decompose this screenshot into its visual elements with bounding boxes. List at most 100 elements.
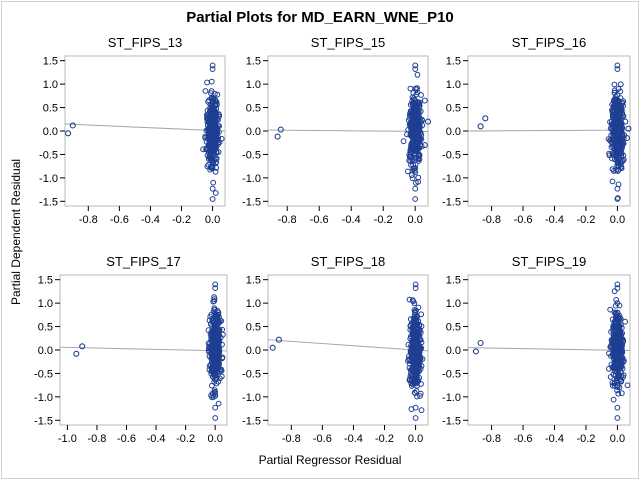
data-point — [615, 390, 622, 397]
data-point — [612, 302, 619, 309]
y-tick-label: 0.0 — [43, 126, 58, 138]
panel-title: ST_FIPS_16 — [512, 35, 586, 50]
data-point — [408, 172, 415, 179]
data-point — [211, 329, 217, 336]
x-tick-label: 0.0 — [408, 433, 423, 445]
data-point — [418, 407, 425, 414]
data-point — [612, 316, 619, 323]
outlier-point — [472, 348, 479, 355]
data-point — [415, 109, 422, 116]
y-tick-label: 0.0 — [246, 126, 261, 138]
data-point — [410, 298, 417, 305]
x-tick-label: -0.2 — [374, 214, 393, 226]
data-point — [417, 365, 424, 372]
data-point — [614, 415, 621, 421]
data-point — [407, 335, 414, 342]
data-point — [214, 91, 221, 98]
x-tick-label: -0.6 — [313, 433, 332, 445]
y-tick-label: 0.5 — [246, 103, 261, 115]
data-point — [616, 366, 622, 373]
data-point — [417, 393, 423, 399]
data-point — [614, 404, 621, 411]
data-point — [619, 107, 625, 114]
data-point — [620, 339, 626, 346]
data-point — [212, 404, 219, 411]
x-tick-label: -0.4 — [141, 214, 160, 226]
panel-3: ST_FIPS_16 1.5 1.0 0.5 0.0 -0.5 -1.0 -1.5 -0.8 -0… — [442, 35, 632, 226]
x-tick-label: -0.8 — [482, 214, 501, 226]
outlier-point — [65, 130, 72, 137]
data-point — [217, 334, 224, 341]
data-point — [211, 322, 218, 329]
outlier-point — [623, 134, 630, 142]
outlier-point — [424, 118, 432, 125]
data-point — [412, 139, 418, 146]
panel-title: ST_FIPS_13 — [108, 35, 182, 50]
data-point — [213, 110, 220, 117]
outlier-point — [269, 344, 276, 351]
data-point — [412, 126, 419, 133]
x-tick-label: 0.0 — [208, 433, 223, 445]
x-tick-label: -0.2 — [576, 433, 595, 445]
data-point — [608, 144, 615, 151]
data-point — [612, 372, 619, 379]
data-point — [615, 114, 622, 121]
data-point — [613, 297, 620, 303]
data-point — [210, 141, 217, 148]
outlier-point — [477, 123, 484, 130]
y-tick-label: -0.5 — [442, 149, 461, 161]
y-tick-label: 0.5 — [446, 322, 461, 334]
panel-title: ST_FIPS_15 — [311, 35, 385, 50]
x-tick-label: -0.8 — [87, 433, 106, 445]
outlier-point — [625, 125, 632, 132]
data-point — [413, 91, 420, 98]
data-point — [208, 392, 215, 399]
data-point — [209, 196, 216, 202]
data-point — [613, 315, 620, 322]
data-point — [408, 380, 415, 387]
data-point — [415, 174, 422, 181]
data-point — [611, 81, 618, 88]
data-point — [212, 338, 218, 345]
data-point — [617, 81, 624, 88]
data-point — [215, 309, 221, 316]
x-axis-label: Partial Regressor Residual — [258, 453, 402, 467]
data-point — [212, 168, 219, 175]
data-point — [412, 285, 419, 292]
data-point — [614, 285, 621, 292]
data-point — [408, 378, 415, 384]
y-tick-label: -1.0 — [39, 173, 58, 185]
data-point — [619, 138, 626, 145]
data-point — [212, 190, 219, 196]
data-point — [406, 153, 413, 160]
y-tick-label: 1.5 — [38, 275, 53, 287]
data-point — [218, 135, 225, 142]
y-tick-label: -1.5 — [442, 415, 461, 427]
data-point — [612, 97, 618, 104]
data-point — [617, 333, 623, 339]
data-point — [212, 354, 219, 361]
data-point — [215, 149, 222, 155]
data-point — [415, 99, 422, 106]
data-point — [613, 378, 620, 384]
data-point — [611, 87, 618, 94]
x-tick-label: -0.2 — [375, 433, 394, 445]
data-point — [614, 185, 621, 192]
y-tick-label: -1.0 — [242, 173, 261, 185]
data-point — [205, 125, 212, 132]
data-point — [617, 348, 623, 355]
data-point — [202, 88, 209, 94]
data-point — [412, 308, 418, 315]
x-tick-label: -0.4 — [545, 433, 564, 445]
data-point — [410, 146, 417, 153]
data-point — [418, 381, 424, 387]
data-point — [412, 196, 419, 202]
data-point — [615, 130, 622, 136]
panel-frame — [267, 274, 429, 426]
data-point — [418, 311, 425, 318]
data-point — [618, 373, 624, 380]
data-point — [608, 353, 614, 359]
data-point — [207, 361, 214, 368]
data-point — [409, 175, 416, 182]
panel-title: ST_FIPS_17 — [106, 254, 180, 269]
